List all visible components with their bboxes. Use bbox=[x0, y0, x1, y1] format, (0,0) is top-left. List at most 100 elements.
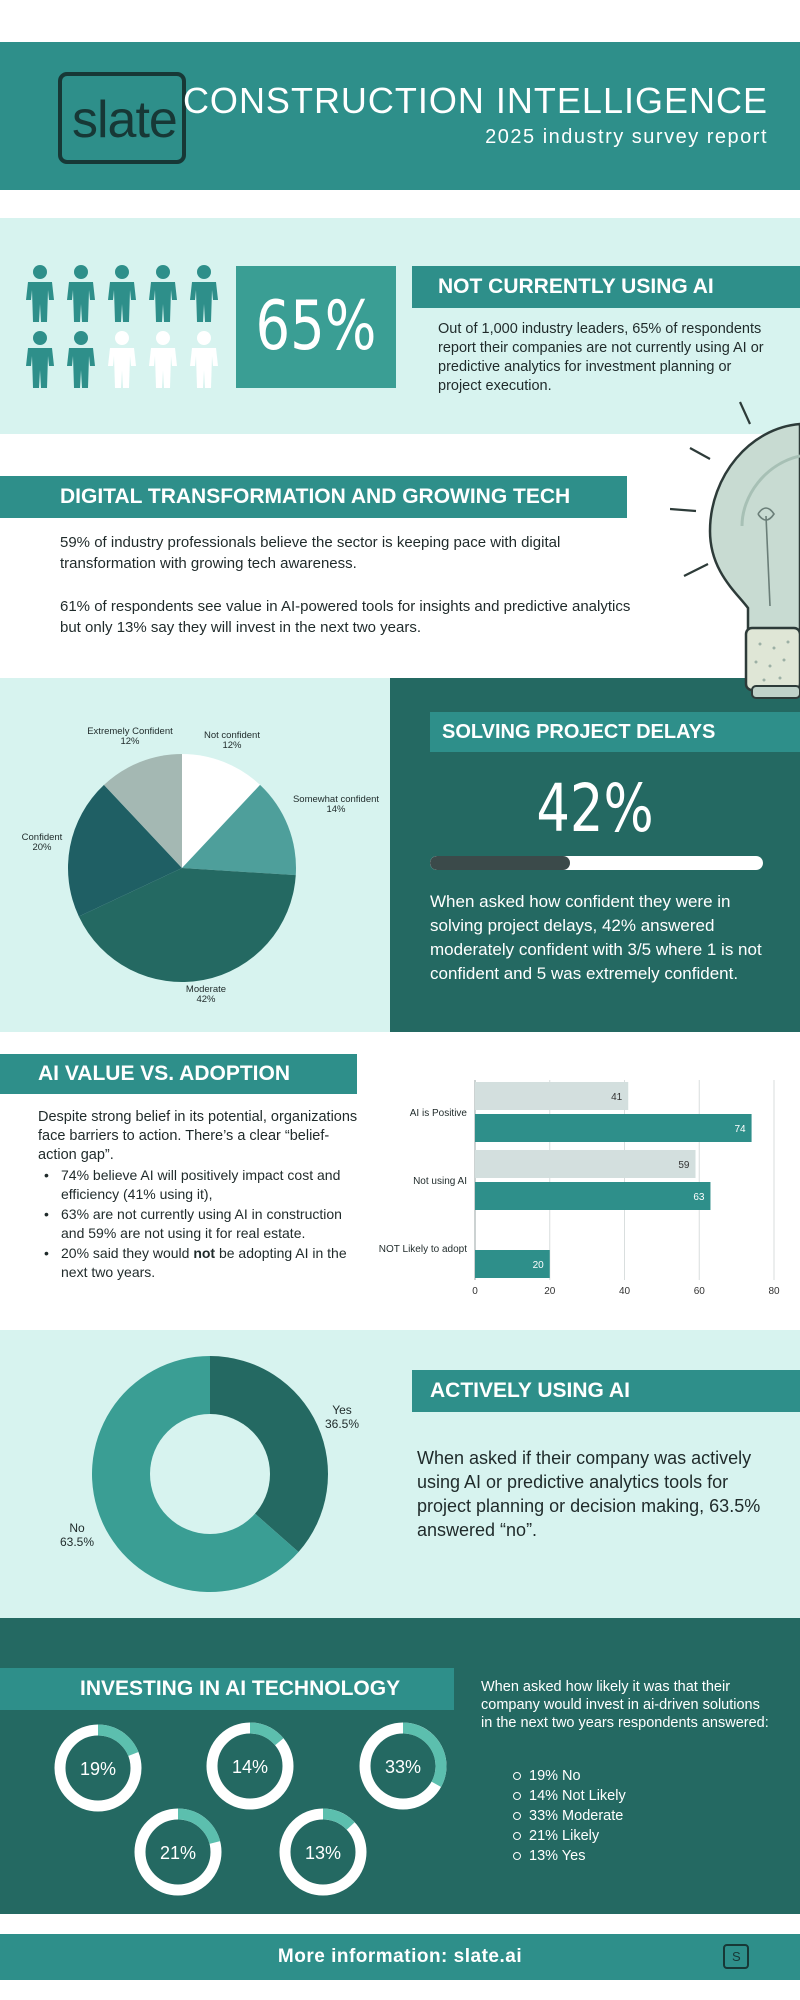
x-tick-label: 0 bbox=[472, 1286, 478, 1297]
bar bbox=[475, 1114, 752, 1142]
ai-value-section: AI VALUE VS. ADOPTION Despite strong bel… bbox=[0, 1032, 800, 1330]
slice-label: Not confident bbox=[204, 730, 260, 741]
logo-text: slate bbox=[72, 91, 178, 149]
person-icon bbox=[67, 265, 95, 322]
person-icon bbox=[67, 331, 95, 388]
list-item-text: be adopting AI in the next two years. bbox=[61, 1245, 347, 1280]
bullet-list: 74% believe AI will positively impact co… bbox=[38, 1166, 358, 1283]
y-tick-label: NOT Likely to adopt bbox=[379, 1244, 467, 1255]
list-item-text: 20% said they would bbox=[61, 1245, 194, 1261]
project-delays-section: Not confident 12% Somewhat confident 14% Mod… bbox=[0, 678, 800, 1032]
slate-logo-icon: S bbox=[723, 1944, 749, 1969]
section-heading: ACTIVELY USING AI bbox=[412, 1370, 800, 1412]
bar-value-label: 63 bbox=[693, 1192, 705, 1203]
page-title: CONSTRUCTION INTELLIGENCE bbox=[182, 80, 768, 121]
bar-value-label: 41 bbox=[611, 1092, 623, 1103]
slice-value-label: 42% bbox=[196, 994, 216, 1005]
slice-label: Confident bbox=[22, 832, 63, 843]
person-icon bbox=[108, 331, 136, 388]
digital-transformation-section: DIGITAL TRANSFORMATION AND GROWING TECH … bbox=[0, 434, 800, 678]
bar bbox=[475, 1250, 550, 1278]
pct-box: 65% bbox=[236, 266, 396, 388]
list-item: 33% Moderate bbox=[513, 1806, 626, 1826]
list-item: 63% are not currently using AI in constr… bbox=[38, 1205, 358, 1243]
pct-value: 65% bbox=[255, 287, 377, 366]
slice-value-label: 12% bbox=[120, 736, 140, 747]
ring-fill bbox=[322, 1808, 355, 1830]
x-tick-label: 20 bbox=[544, 1286, 556, 1297]
person-icon bbox=[108, 265, 136, 322]
footer-link[interactable]: More information: slate.ai bbox=[277, 1946, 523, 1967]
person-icon bbox=[190, 331, 218, 388]
ring-label: 13% bbox=[305, 1843, 341, 1863]
pie-slice bbox=[78, 868, 296, 982]
person-icon bbox=[190, 265, 218, 322]
emphasis: not bbox=[193, 1245, 216, 1261]
x-tick-label: 80 bbox=[768, 1286, 780, 1297]
person-icon bbox=[149, 331, 177, 388]
y-tick-label: Not using AI bbox=[413, 1176, 467, 1187]
person-icon bbox=[149, 265, 177, 322]
ring-label: 33% bbox=[385, 1757, 421, 1777]
y-tick-label: AI is Positive bbox=[410, 1108, 468, 1119]
header: slate CONSTRUCTION INTELLIGENCE 2025 ind… bbox=[0, 42, 800, 190]
bar bbox=[475, 1150, 696, 1178]
ring-label: 21% bbox=[160, 1843, 196, 1863]
slice-value-label: 36.5% bbox=[325, 1417, 359, 1431]
bar bbox=[475, 1182, 711, 1210]
slice-value-label: 12% bbox=[222, 740, 242, 751]
people-icons bbox=[26, 265, 218, 388]
ring-fill bbox=[97, 1724, 139, 1757]
ring-fill bbox=[402, 1722, 447, 1787]
progress-bar bbox=[430, 856, 763, 870]
pie-slice bbox=[182, 754, 261, 868]
slice-label: Extremely Confident bbox=[87, 726, 173, 737]
section-heading: INVESTING IN AI TECHNOLOGY bbox=[0, 1668, 454, 1710]
list-item: 14% Not Likely bbox=[513, 1786, 626, 1806]
section-heading: AI VALUE VS. ADOPTION bbox=[0, 1054, 357, 1094]
logo bbox=[58, 72, 186, 164]
slice-value-label: 63.5% bbox=[60, 1535, 94, 1549]
section-body: Out of 1,000 industry leaders, 65% of re… bbox=[438, 321, 764, 394]
section-intro: When asked how likely it was that their … bbox=[481, 1679, 769, 1731]
lightbulb-icon bbox=[670, 401, 800, 699]
investment-donut-charts: 19% 14% 33% 21% 13% bbox=[54, 1722, 447, 1896]
ring-label: 19% bbox=[80, 1759, 116, 1779]
section-body: When asked if their company was actively… bbox=[417, 1448, 761, 1540]
bar-value-label: 59 bbox=[678, 1160, 690, 1171]
slice-label: Yes bbox=[332, 1403, 352, 1417]
pie-slice bbox=[68, 784, 182, 917]
progress-fill bbox=[430, 856, 570, 870]
page-subtitle: 2025 industry survey report bbox=[485, 126, 768, 148]
pct-value: 42% bbox=[536, 770, 654, 847]
x-tick-label: 60 bbox=[694, 1286, 706, 1297]
bar bbox=[475, 1082, 629, 1110]
actively-using-section: Yes 36.5% No 63.5% ACTIVELY USING AI When a… bbox=[0, 1330, 800, 1618]
ring-fill bbox=[177, 1808, 221, 1845]
section-heading: SOLVING PROJECT DELAYS bbox=[430, 712, 800, 752]
section-heading: NOT CURRENTLY USING AI bbox=[412, 266, 800, 308]
bar-value-label: 74 bbox=[734, 1124, 746, 1135]
investing-section: INVESTING IN AI TECHNOLOGY 19% 14% 33% 21% 1… bbox=[0, 1618, 800, 1914]
list-item: 13% Yes bbox=[513, 1846, 626, 1866]
ring-fill bbox=[249, 1722, 284, 1746]
x-tick-label: 40 bbox=[619, 1286, 631, 1297]
person-icon bbox=[26, 265, 54, 322]
slice-label: Moderate bbox=[186, 984, 226, 995]
donut-slice bbox=[210, 1356, 328, 1553]
adoption-bar-chart: 0 20 40 60 80 AI is Positive 41 74 Not using AI 5… bbox=[379, 1080, 780, 1297]
pie-slice bbox=[103, 754, 182, 868]
bar-value-label: 20 bbox=[533, 1260, 545, 1271]
person-icon bbox=[26, 331, 54, 388]
not-using-ai-section: 65% NOT CURRENTLY USING AI Out of 1,000 … bbox=[0, 218, 800, 434]
list-item: 21% Likely bbox=[513, 1826, 626, 1846]
ring-label: 14% bbox=[232, 1757, 268, 1777]
slice-value-label: 20% bbox=[32, 842, 52, 853]
list-item: 20% said they would not be adopting AI i… bbox=[38, 1244, 358, 1282]
footer: More information: slate.ai S bbox=[0, 1934, 800, 1980]
paragraph-1: 59% of industry professionals believe th… bbox=[60, 534, 561, 572]
pie-slice bbox=[182, 784, 296, 876]
section-intro: Despite strong belief in its potential, … bbox=[38, 1109, 358, 1163]
